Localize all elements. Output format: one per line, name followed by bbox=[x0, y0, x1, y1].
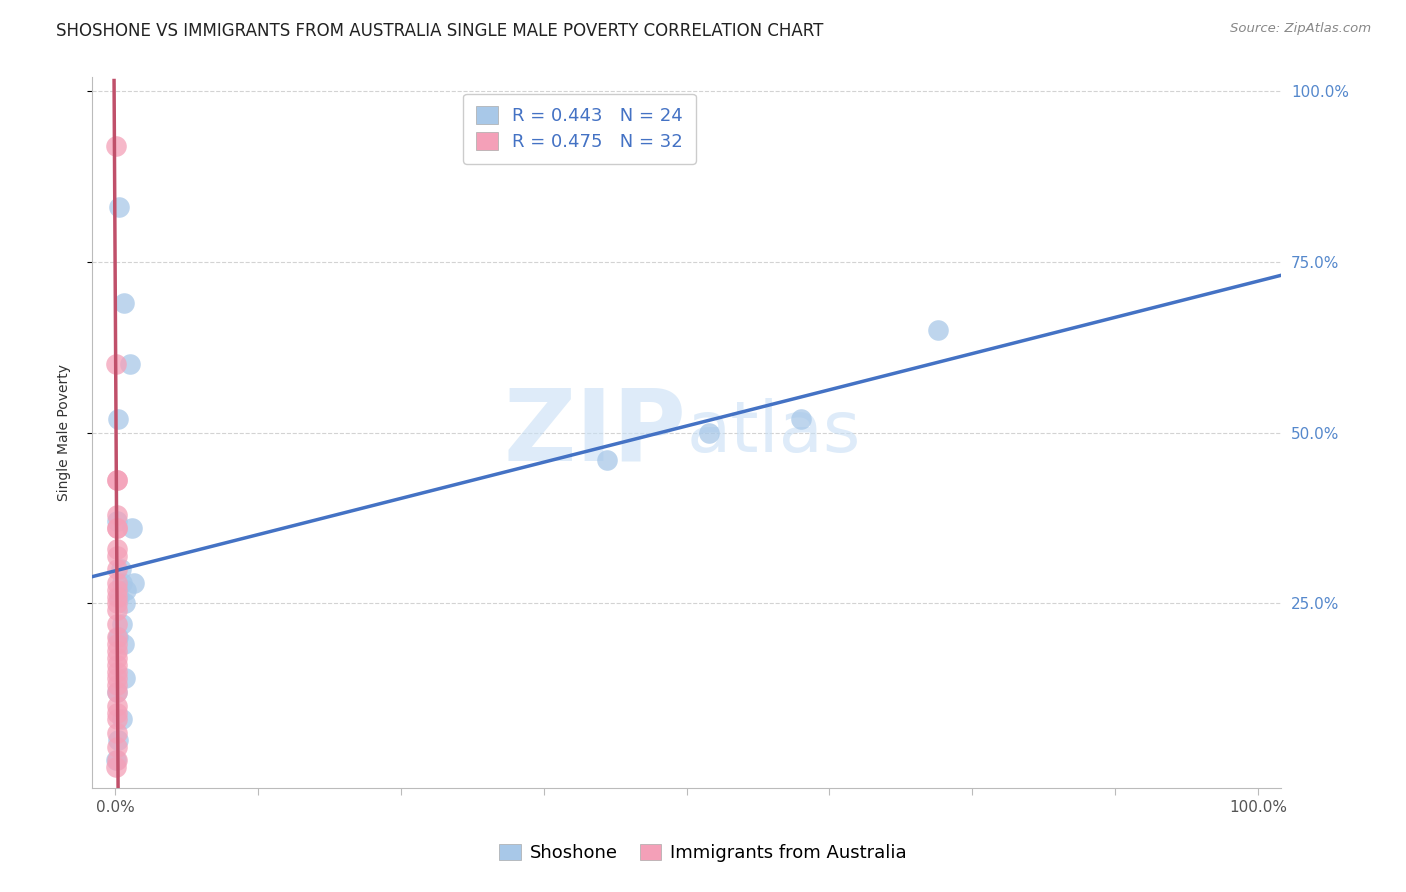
Point bbox=[121, 521, 143, 535]
Point bbox=[105, 575, 128, 590]
Point bbox=[110, 562, 132, 576]
Point bbox=[111, 616, 134, 631]
Legend: Shoshone, Immigrants from Australia: Shoshone, Immigrants from Australia bbox=[492, 837, 914, 870]
Point bbox=[114, 672, 136, 686]
Point bbox=[112, 295, 135, 310]
Point bbox=[105, 665, 128, 679]
Point bbox=[114, 596, 136, 610]
Point bbox=[105, 637, 128, 651]
Point bbox=[111, 575, 134, 590]
Point bbox=[105, 515, 128, 529]
Point bbox=[105, 739, 128, 754]
Point bbox=[105, 582, 128, 597]
Point bbox=[111, 713, 134, 727]
Point bbox=[105, 698, 128, 713]
Point bbox=[105, 644, 128, 658]
Point bbox=[105, 474, 128, 488]
Point bbox=[105, 678, 128, 692]
Point bbox=[105, 549, 128, 563]
Point bbox=[105, 521, 128, 535]
Point bbox=[105, 562, 128, 576]
Text: atlas: atlas bbox=[686, 398, 860, 467]
Point bbox=[790, 412, 813, 426]
Point bbox=[105, 657, 128, 672]
Point bbox=[107, 412, 129, 426]
Text: ZIP: ZIP bbox=[503, 384, 686, 481]
Point bbox=[105, 672, 128, 686]
Point bbox=[108, 590, 131, 604]
Point bbox=[105, 474, 128, 488]
Point bbox=[105, 685, 128, 699]
Point bbox=[115, 582, 138, 597]
Point bbox=[105, 541, 128, 556]
Point bbox=[105, 706, 128, 720]
Point bbox=[105, 726, 128, 740]
Point bbox=[105, 631, 128, 645]
Point bbox=[105, 508, 128, 522]
Point bbox=[108, 200, 131, 214]
Point bbox=[107, 631, 129, 645]
Point bbox=[105, 138, 128, 153]
Y-axis label: Single Male Poverty: Single Male Poverty bbox=[58, 364, 72, 501]
Point bbox=[112, 637, 135, 651]
Point bbox=[105, 754, 128, 768]
Point bbox=[124, 575, 146, 590]
Point bbox=[118, 357, 141, 371]
Point bbox=[105, 596, 128, 610]
Legend: R = 0.443   N = 24, R = 0.475   N = 32: R = 0.443 N = 24, R = 0.475 N = 32 bbox=[464, 94, 696, 164]
Point bbox=[105, 760, 128, 774]
Point bbox=[699, 425, 721, 440]
Point bbox=[927, 323, 949, 337]
Point bbox=[595, 453, 617, 467]
Point bbox=[105, 754, 128, 768]
Point bbox=[105, 651, 128, 665]
Point bbox=[105, 521, 128, 535]
Point bbox=[105, 685, 128, 699]
Point bbox=[105, 713, 128, 727]
Point bbox=[105, 590, 128, 604]
Text: Source: ZipAtlas.com: Source: ZipAtlas.com bbox=[1230, 22, 1371, 36]
Point bbox=[107, 733, 129, 747]
Point bbox=[105, 357, 128, 371]
Point bbox=[105, 616, 128, 631]
Text: SHOSHONE VS IMMIGRANTS FROM AUSTRALIA SINGLE MALE POVERTY CORRELATION CHART: SHOSHONE VS IMMIGRANTS FROM AUSTRALIA SI… bbox=[56, 22, 824, 40]
Point bbox=[105, 603, 128, 617]
